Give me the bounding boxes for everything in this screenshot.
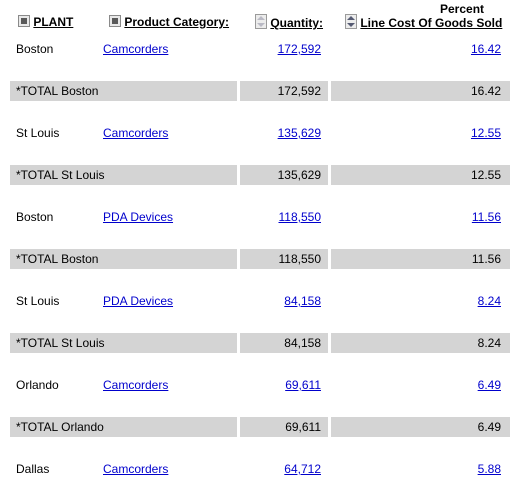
total-quantity: 84,158 xyxy=(284,336,321,350)
table-row: Dallas Camcorders 64,712 5.88 xyxy=(0,459,519,479)
total-band-mid xyxy=(240,417,328,437)
total-band-left xyxy=(10,417,237,437)
total-percent: 11.56 xyxy=(471,252,501,266)
total-band-right xyxy=(331,249,510,269)
plant-cell: St Louis xyxy=(16,294,60,308)
total-quantity: 135,629 xyxy=(277,168,321,182)
percent-link[interactable]: 16.42 xyxy=(470,42,501,56)
category-link[interactable]: PDA Devices xyxy=(103,294,174,308)
sort-updown-icon[interactable] xyxy=(255,14,267,29)
total-label: *TOTAL Orlando xyxy=(16,420,104,434)
total-band-left xyxy=(10,333,237,353)
total-band-left xyxy=(10,81,237,101)
sort-square-icon[interactable] xyxy=(109,15,121,27)
percent-link[interactable]: 8.24 xyxy=(477,294,501,308)
total-label: *TOTAL St Louis xyxy=(16,168,105,182)
total-percent: 16.42 xyxy=(470,84,501,98)
percent-column-header[interactable]: Line Cost Of Goods Sold xyxy=(345,14,502,30)
total-band-mid xyxy=(240,249,328,269)
plant-cell: Dallas xyxy=(16,462,50,476)
category-link[interactable]: Camcorders xyxy=(103,378,169,392)
table-row: Boston PDA Devices 118,550 11.56 xyxy=(0,207,519,227)
total-row: *TOTAL St Louis 135,629 12.55 xyxy=(0,165,519,185)
quantity-column-header[interactable]: Quantity: xyxy=(255,14,323,30)
quantity-link[interactable]: 69,611 xyxy=(285,378,321,392)
percent-link[interactable]: 5.88 xyxy=(477,462,501,476)
table-row: St Louis PDA Devices 84,158 8.24 xyxy=(0,291,519,311)
quantity-link[interactable]: 135,629 xyxy=(277,126,321,140)
quantity-link[interactable]: 64,712 xyxy=(284,462,321,476)
category-link[interactable]: Camcorders xyxy=(103,42,169,56)
table-row: St Louis Camcorders 135,629 12.55 xyxy=(0,123,519,143)
quantity-link[interactable]: 118,550 xyxy=(278,210,322,224)
plant-cell: St Louis xyxy=(16,126,60,140)
percent-link[interactable]: 6.49 xyxy=(477,378,501,392)
category-link[interactable]: Camcorders xyxy=(103,126,169,140)
total-band-right xyxy=(331,81,510,101)
percent-link[interactable]: 12.55 xyxy=(470,126,501,140)
sort-updown-active-icon[interactable] xyxy=(345,14,357,29)
plant-cell: Orlando xyxy=(16,378,59,392)
total-row: *TOTAL Boston 118,550 11.56 xyxy=(0,249,519,269)
total-percent: 12.55 xyxy=(470,168,501,182)
plant-column-header[interactable]: PLANT xyxy=(18,15,73,29)
total-quantity: 69,611 xyxy=(285,420,321,434)
plant-header-label[interactable]: PLANT xyxy=(33,15,74,29)
total-band-mid xyxy=(240,333,328,353)
total-band-mid xyxy=(240,165,328,185)
percent-header-label[interactable]: Line Cost Of Goods Sold xyxy=(360,16,503,30)
plant-cell: Boston xyxy=(16,210,54,224)
total-band-right xyxy=(331,417,510,437)
category-link[interactable]: Camcorders xyxy=(103,462,169,476)
category-link[interactable]: PDA Devices xyxy=(103,210,174,224)
total-row: *TOTAL Boston 172,592 16.42 xyxy=(0,81,519,101)
table-row: Boston Camcorders 172,592 16.42 xyxy=(0,39,519,59)
category-column-header[interactable]: Product Category: xyxy=(109,15,229,29)
total-row: *TOTAL St Louis 84,158 8.24 xyxy=(0,333,519,353)
total-quantity: 172,592 xyxy=(277,84,321,98)
table-row: Orlando Camcorders 69,611 6.49 xyxy=(0,375,519,395)
total-label: *TOTAL Boston xyxy=(16,252,99,266)
percent-header-top-label: Percent xyxy=(440,2,485,16)
total-band-left xyxy=(10,249,237,269)
total-quantity: 118,550 xyxy=(278,252,322,266)
total-band-right xyxy=(331,333,510,353)
total-band-right xyxy=(331,165,510,185)
sort-square-icon[interactable] xyxy=(18,15,30,27)
total-label: *TOTAL Boston xyxy=(16,84,99,98)
quantity-link[interactable]: 84,158 xyxy=(284,294,321,308)
total-band-mid xyxy=(240,81,328,101)
quantity-header-label[interactable]: Quantity: xyxy=(270,16,324,30)
total-band-left xyxy=(10,165,237,185)
total-label: *TOTAL St Louis xyxy=(16,336,105,350)
plant-cell: Boston xyxy=(16,42,54,56)
percent-link[interactable]: 11.56 xyxy=(471,210,501,224)
quantity-link[interactable]: 172,592 xyxy=(277,42,321,56)
category-header-label[interactable]: Product Category: xyxy=(124,15,230,29)
total-percent: 6.49 xyxy=(477,420,501,434)
total-percent: 8.24 xyxy=(477,336,501,350)
total-row: *TOTAL Orlando 69,611 6.49 xyxy=(0,417,519,437)
